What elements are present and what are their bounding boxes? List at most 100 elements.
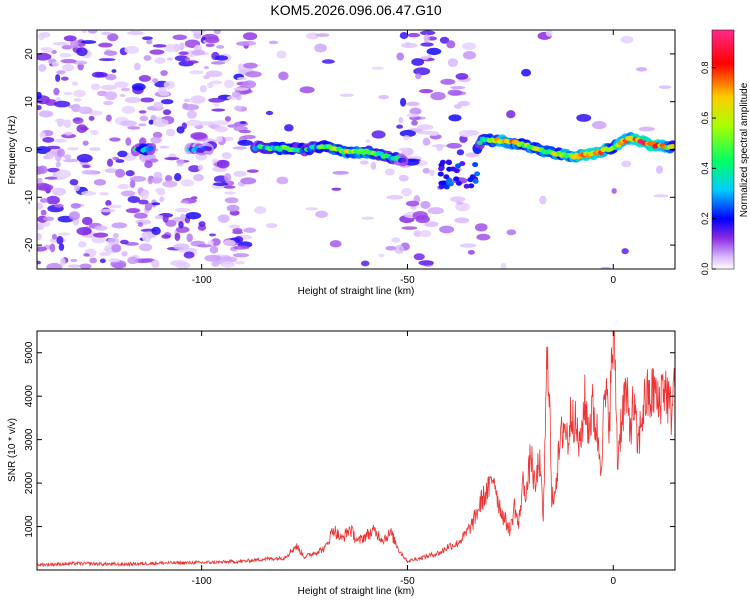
noise-blob	[150, 114, 157, 121]
noise-blob	[278, 71, 289, 81]
noise-blob	[457, 100, 470, 107]
noise-blob	[409, 107, 422, 115]
noise-blob	[407, 32, 421, 38]
noise-blob	[111, 243, 122, 253]
noise-blob	[162, 213, 169, 223]
noise-blob	[138, 123, 147, 127]
noise-blob	[103, 100, 114, 106]
noise-blob	[223, 239, 236, 247]
noise-blob	[153, 101, 164, 110]
noise-blob	[576, 113, 592, 122]
noise-blob	[332, 170, 349, 175]
noise-blob	[233, 87, 249, 91]
noise-blob	[125, 137, 132, 146]
noise-blob	[164, 43, 178, 53]
ridge-fragment	[463, 183, 470, 189]
noise-blob	[138, 243, 153, 252]
noise-blob	[419, 230, 432, 238]
noise-blob	[152, 44, 167, 48]
noise-blob	[539, 195, 547, 205]
noise-blob	[315, 33, 330, 37]
noise-blob	[90, 130, 99, 135]
noise-blob	[396, 124, 403, 129]
x-tick-label: -50	[400, 576, 415, 587]
noise-blob	[104, 91, 118, 101]
y-tick-label: 20	[24, 48, 35, 60]
noise-blob	[474, 223, 488, 232]
noise-blob	[400, 42, 418, 49]
snr-y-label: SNR (10 * v/v)	[7, 418, 18, 482]
noise-blob	[403, 135, 411, 141]
ridge-fragment	[438, 162, 445, 168]
noise-blob	[81, 30, 88, 34]
noise-blob	[120, 239, 129, 245]
noise-blob	[129, 175, 147, 182]
noise-blob	[40, 47, 47, 52]
noise-blob	[151, 226, 161, 236]
noise-blob	[166, 57, 174, 61]
noise-blob	[447, 58, 459, 68]
ridge-fragment	[443, 184, 450, 190]
noise-blob	[621, 160, 632, 168]
noise-blob	[52, 187, 67, 196]
noise-blob	[52, 41, 70, 46]
noise-blob	[173, 243, 190, 250]
noise-blob	[140, 97, 155, 103]
noise-blob	[144, 160, 153, 169]
noise-blob	[424, 221, 439, 228]
noise-blob	[157, 189, 166, 196]
x-tick-label: -100	[192, 576, 212, 587]
snr-frame	[36, 330, 676, 571]
noise-blob	[401, 226, 418, 230]
noise-blob	[446, 40, 456, 49]
noise-blob	[398, 116, 404, 124]
noise-blob	[105, 114, 112, 122]
ridge-fragment	[438, 166, 445, 172]
noise-blob	[238, 129, 252, 134]
noise-blob	[76, 226, 92, 236]
noise-blob	[127, 195, 140, 203]
noise-blob	[151, 176, 163, 184]
noise-blob	[120, 190, 136, 197]
noise-blob	[174, 232, 181, 242]
snr-y-ticks: 1000 2000 3000 4000 5000	[24, 341, 675, 538]
noise-blob	[175, 226, 190, 233]
noise-blob	[89, 257, 97, 264]
noise-blob	[371, 130, 386, 139]
noise-blob	[232, 253, 250, 258]
noise-blob	[224, 116, 231, 122]
noise-blob	[38, 64, 47, 72]
noise-blob	[63, 35, 77, 42]
noise-blob	[223, 79, 235, 89]
noise-blob	[114, 81, 129, 88]
noise-blob	[115, 168, 126, 178]
noise-blob	[125, 170, 135, 177]
noise-blob	[76, 153, 93, 163]
noise-blob	[462, 50, 477, 60]
noise-blob	[246, 169, 259, 173]
noise-blob	[70, 202, 81, 209]
noise-blob	[197, 244, 212, 248]
ridge-fragment	[446, 160, 453, 166]
noise-blob	[160, 98, 174, 105]
noise-blob	[620, 35, 634, 44]
noise-blob	[184, 57, 191, 62]
noise-blob	[127, 256, 139, 265]
noise-blob	[81, 190, 97, 196]
noise-blob	[506, 110, 516, 119]
noise-blob	[207, 240, 214, 246]
noise-blob	[142, 233, 150, 242]
noise-blob	[37, 105, 42, 111]
noise-blob	[467, 249, 475, 255]
ridge-core	[669, 144, 675, 149]
noise-blob	[42, 136, 55, 143]
noise-blob	[38, 183, 54, 192]
noise-blob	[55, 169, 71, 179]
noise-blob	[391, 237, 401, 243]
noise-blob	[621, 248, 629, 255]
noise-blob	[233, 170, 247, 177]
noise-blob	[117, 183, 130, 190]
noise-blob	[137, 222, 144, 227]
noise-blob	[243, 62, 258, 69]
